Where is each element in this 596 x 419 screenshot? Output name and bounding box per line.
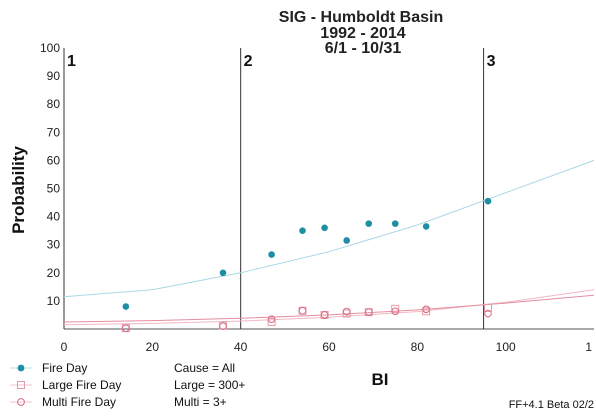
legend-label-large-fire-day: Large Fire Day (42, 378, 121, 392)
x-tick-label: 1 (585, 340, 592, 354)
legend-marker-large-fire-day (17, 381, 25, 389)
point-fire-day (219, 269, 227, 277)
x-tick-label: 80 (411, 340, 425, 354)
fit-curve-fire-day (63, 159, 595, 298)
legend-note-multi: Multi = 3+ (174, 395, 227, 409)
legend-marker-multi-fire-day (17, 398, 25, 406)
chart-title: SIG - Humboldt Basin (279, 9, 443, 26)
point-fire-day (321, 224, 328, 232)
point-multi-fire-day (364, 308, 373, 316)
chart-subtitle-years: 1992 - 2014 (320, 25, 406, 42)
legend-note-cause: Cause = All (174, 361, 235, 375)
point-multi-fire-day (122, 324, 130, 332)
fit-curve-large-fire-day (63, 289, 595, 326)
point-multi-fire-day (267, 315, 276, 323)
x-tick-label: 20 (146, 340, 160, 354)
point-large-fire-day (484, 303, 492, 312)
y-tick-label: 40 (47, 210, 61, 224)
point-multi-fire-day (484, 309, 492, 318)
legend-item-multi-fire-day: Multi Fire Day (10, 395, 116, 409)
point-large-fire-day (422, 307, 431, 316)
breakpoint-label: 1 (67, 53, 76, 70)
x-tick-label: 40 (234, 340, 248, 354)
point-fire-day (422, 223, 430, 230)
point-large-fire-day (342, 309, 351, 318)
title-block: SIG - Humboldt Basin 1992 - 2014 6/1 - 1… (279, 9, 443, 57)
legend-label-multi-fire-day: Multi Fire Day (42, 395, 116, 409)
x-axis-ticks: 0 20 40 60 80 100 1 (61, 340, 593, 354)
breakpoint-label: 3 (487, 53, 496, 70)
y-tick-label: 20 (47, 266, 61, 280)
y-axis-title: Probability (9, 146, 28, 234)
y-tick-label: 10 (47, 294, 61, 308)
breakpoint-lines: 1 2 3 (63, 48, 496, 329)
legend-item-large-fire-day: Large Fire Day (10, 378, 121, 392)
legend-marker-fire-day (17, 364, 25, 372)
footer-version: FF+4.1 Beta 02/2 (509, 399, 594, 411)
point-fire-day (391, 220, 399, 227)
y-tick-label: 70 (47, 125, 61, 139)
legend: Fire Day Large Fire Day Multi Fire Day C… (10, 361, 245, 409)
legend-item-fire-day: Fire Day (10, 361, 87, 375)
point-multi-fire-day (298, 306, 307, 315)
point-fire-day (365, 220, 373, 227)
legend-label-fire-day: Fire Day (42, 361, 87, 375)
point-fire-day (122, 303, 130, 310)
breakpoint-label: 2 (244, 53, 253, 70)
x-axis-title: BI (372, 370, 389, 389)
point-multi-fire-day (422, 305, 430, 314)
y-tick-label: 90 (47, 69, 61, 83)
point-fire-day (268, 251, 275, 258)
point-multi-fire-day (342, 307, 351, 316)
point-multi-fire-day (320, 311, 329, 319)
fit-curves (63, 159, 595, 326)
chart-subtitle-dates: 6/1 - 10/31 (325, 40, 402, 57)
fit-curve-multi-fire-day (63, 294, 595, 323)
x-tick-label: 0 (61, 340, 68, 354)
point-large-fire-day (267, 317, 276, 326)
y-axis-ticks: 100 90 80 70 60 50 40 30 20 10 (40, 41, 60, 308)
x-tick-label: 60 (322, 340, 336, 354)
point-large-fire-day (391, 304, 400, 313)
point-fire-day (343, 237, 350, 244)
data-points (121, 197, 492, 333)
y-tick-label: 50 (47, 182, 61, 196)
legend-note-large: Large = 300+ (174, 378, 245, 392)
y-tick-label: 100 (40, 41, 60, 55)
point-fire-day (299, 227, 306, 234)
point-multi-fire-day (391, 307, 400, 316)
point-multi-fire-day (219, 322, 227, 330)
y-tick-label: 80 (47, 97, 61, 111)
x-tick-label: 100 (496, 340, 516, 354)
y-tick-label: 60 (47, 153, 61, 167)
y-tick-label: 30 (47, 238, 61, 252)
point-fire-day (484, 197, 492, 205)
